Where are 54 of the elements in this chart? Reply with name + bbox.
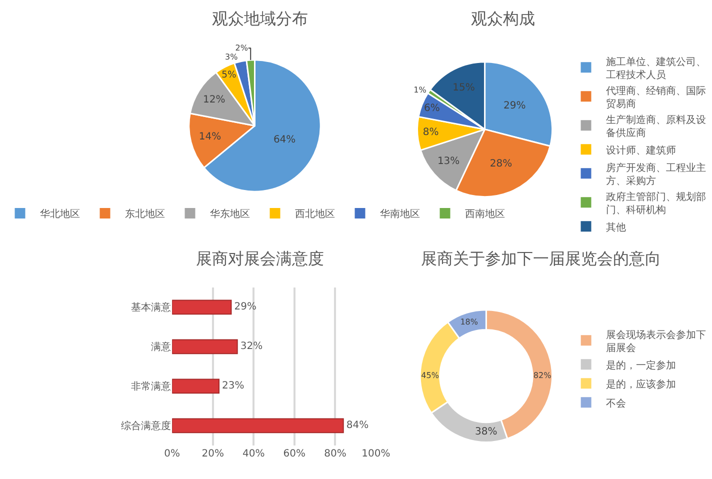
y-tick-label: 综合满意度 bbox=[121, 420, 172, 432]
data-label: 32% bbox=[240, 341, 263, 352]
legend-label: 是的，一定参加 bbox=[606, 359, 676, 372]
chart-title: 展商对展会满意度 bbox=[196, 249, 324, 268]
legend-label: 华北地区 bbox=[40, 208, 80, 220]
legend-label: 不会 bbox=[606, 397, 626, 410]
legend-label: 其他 bbox=[606, 221, 626, 234]
x-tick-label: 100% bbox=[362, 448, 390, 460]
legend-label: 华南地区 bbox=[380, 208, 420, 220]
data-label: 1% bbox=[414, 85, 427, 94]
bar bbox=[172, 300, 232, 315]
bar bbox=[172, 339, 238, 354]
legend-label: 房产开发商、工程业主方、采购方 bbox=[606, 162, 706, 187]
bar bbox=[172, 418, 344, 434]
data-label: 18% bbox=[460, 317, 478, 326]
chart-title: 展商关于参加下一届展览会的意向 bbox=[421, 249, 661, 268]
legend-label: 生产制造商、原料及设备供应商 bbox=[606, 114, 706, 139]
x-tick-label: 60% bbox=[283, 448, 306, 460]
y-tick-label: 非常满意 bbox=[131, 380, 172, 393]
x-tick-label: 80% bbox=[324, 448, 346, 460]
data-label: 23% bbox=[222, 380, 244, 392]
legend-label: 施工单位、建筑公司、工程技术人员 bbox=[606, 56, 706, 81]
data-label: 3% bbox=[225, 52, 238, 62]
legend-label: 代理商、经销商、国际贸易商 bbox=[605, 84, 706, 110]
x-tick-label: 20% bbox=[202, 448, 224, 460]
bar bbox=[172, 378, 220, 394]
data-label: 64% bbox=[273, 134, 296, 146]
data-label: 2% bbox=[235, 44, 248, 53]
data-label: 13% bbox=[437, 156, 460, 167]
data-label: 45% bbox=[421, 371, 440, 380]
y-tick-label: 满意 bbox=[151, 341, 172, 354]
data-label: 5% bbox=[222, 69, 236, 80]
data-label: 12% bbox=[202, 94, 226, 106]
y-tick-label: 基本满意 bbox=[131, 302, 172, 314]
legend-label: 西北地区 bbox=[295, 208, 335, 220]
data-label: 14% bbox=[198, 132, 222, 143]
x-tick-label: 40% bbox=[242, 448, 265, 460]
legend-label: 政府主管部门、规划部门、科研机构 bbox=[606, 190, 706, 216]
legend-label: 是的，应该参加 bbox=[606, 378, 676, 390]
legend-label: 设计师、建筑师 bbox=[606, 144, 676, 156]
legend-label: 西南地区 bbox=[465, 208, 505, 220]
data-label: 82% bbox=[533, 371, 552, 380]
chart-title: 观众构成 bbox=[471, 9, 535, 28]
x-tick-label: 0% bbox=[164, 448, 180, 460]
data-label: 29% bbox=[503, 100, 526, 112]
legend-label: 展会现场表示会参加下届展会 bbox=[606, 328, 706, 354]
chart-title: 观众地域分布 bbox=[212, 9, 308, 28]
data-label: 8% bbox=[422, 127, 439, 138]
data-label: 84% bbox=[346, 420, 369, 432]
data-label: 28% bbox=[490, 158, 512, 170]
legend-label: 东北地区 bbox=[125, 208, 165, 220]
data-label: 38% bbox=[475, 426, 498, 438]
data-label: 29% bbox=[234, 302, 256, 313]
legend-label: 华东地区 bbox=[210, 208, 250, 220]
